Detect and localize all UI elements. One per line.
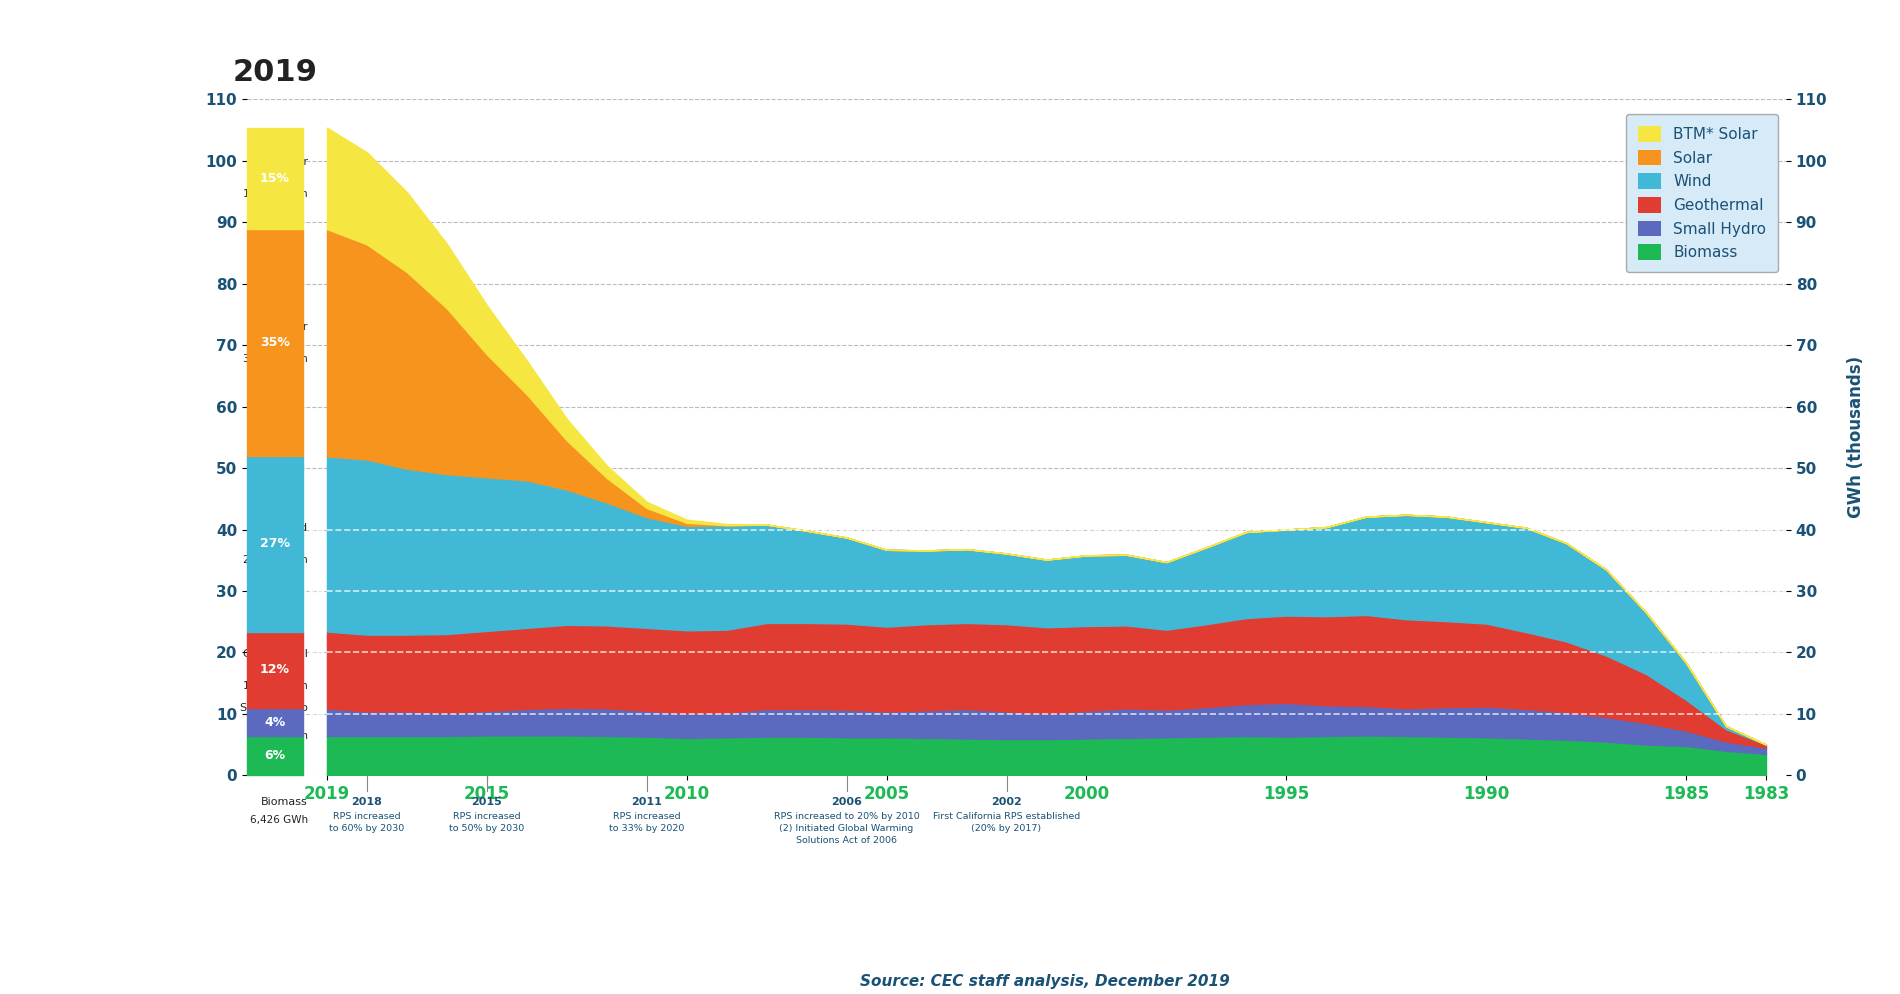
Bar [247, 229, 302, 456]
Text: Source: CEC staff analysis, December 2019: Source: CEC staff analysis, December 201… [861, 974, 1229, 989]
Text: RPS increased to 20% by 2010
(2) Initiated Global Warming
Solutions Act of 2006: RPS increased to 20% by 2010 (2) Initiat… [773, 812, 920, 845]
Text: Wind: Wind [279, 523, 308, 533]
Bar [247, 456, 302, 631]
Text: 27%: 27% [260, 538, 291, 551]
Text: Small Hydro: Small Hydro [239, 703, 308, 713]
Text: Biomass: Biomass [260, 797, 308, 807]
Bar [247, 631, 302, 709]
Text: RPS increased
to 60% by 2030: RPS increased to 60% by 2030 [329, 812, 405, 833]
Bar [247, 127, 302, 229]
Y-axis label: GWh (thousands): GWh (thousands) [1847, 356, 1866, 519]
Text: 15%: 15% [260, 172, 291, 185]
Text: 16,306 GWh: 16,306 GWh [243, 190, 308, 200]
Bar [247, 736, 302, 775]
Text: 2002: 2002 [992, 797, 1022, 807]
Text: Geothermal: Geothermal [241, 649, 308, 659]
Text: 2006: 2006 [830, 797, 863, 807]
Text: RPS increased
to 33% by 2020: RPS increased to 33% by 2020 [610, 812, 684, 833]
Text: 37,384 GWh: 37,384 GWh [243, 354, 308, 364]
Text: First California RPS established
(20% by 2017): First California RPS established (20% by… [933, 812, 1079, 833]
Text: 2015: 2015 [471, 797, 502, 807]
Text: 6,426 GWh: 6,426 GWh [249, 815, 308, 825]
Text: 2019: 2019 [232, 58, 317, 87]
Text: 12,373 GWh: 12,373 GWh [243, 681, 308, 691]
Text: 2018: 2018 [352, 797, 382, 807]
Text: BTM Solar: BTM Solar [253, 157, 308, 167]
Legend: BTM* Solar, Solar, Wind, Geothermal, Small Hydro, Biomass: BTM* Solar, Solar, Wind, Geothermal, Sma… [1626, 113, 1778, 272]
Text: 12%: 12% [260, 663, 291, 677]
Text: 2011: 2011 [631, 797, 663, 807]
Text: 6%: 6% [264, 749, 285, 762]
Text: 4,509 GWh: 4,509 GWh [249, 732, 308, 742]
Text: 28,561 GWh: 28,561 GWh [243, 555, 308, 565]
Text: RPS increased
to 50% by 2030: RPS increased to 50% by 2030 [448, 812, 524, 833]
Text: Solar: Solar [279, 322, 308, 332]
Bar [247, 709, 302, 736]
Text: 35%: 35% [260, 336, 291, 349]
Text: 4%: 4% [264, 716, 285, 729]
